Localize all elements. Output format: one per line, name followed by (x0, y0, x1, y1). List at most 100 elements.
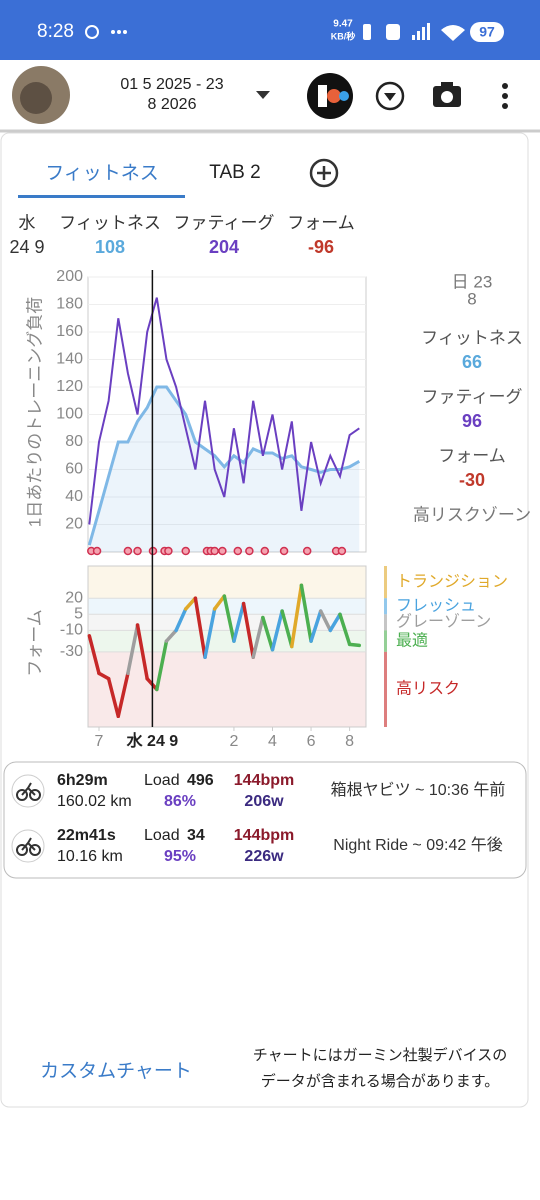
y-axis-title: フォーム (25, 609, 44, 677)
activity-title[interactable]: Night Ride ~ 09:42 午後 (333, 836, 502, 854)
form-line (261, 615, 275, 652)
y-tick-label: 80 (65, 433, 83, 450)
net-speed: 9.47 (333, 19, 353, 30)
form-line (212, 594, 227, 611)
activity-percent: 86% (164, 793, 196, 810)
y-axis-title: 1日あたりのトレーニング負荷 (25, 297, 44, 527)
summary-date: 24 9 (9, 237, 44, 257)
date-range[interactable]: 8 2026 (148, 96, 197, 113)
activity-title[interactable]: 箱根ヤビツ ~ 10:36 午前 (331, 781, 506, 799)
side-panel: 日 23 8 フィットネス 66 ファティーグ 96 フォーム -30 高リスク… (413, 272, 531, 524)
side-form: -30 (459, 470, 485, 490)
form-line (97, 671, 111, 681)
y-tick-label: 20 (65, 589, 83, 606)
side-label: フォーム (438, 446, 506, 465)
add-tab[interactable] (309, 158, 339, 188)
activity-load-label: Load (144, 827, 180, 844)
activity-load-label: Load (144, 772, 180, 789)
bike-frame (21, 782, 36, 796)
form-line (222, 594, 236, 643)
bike-wheel (16, 844, 28, 856)
summary-label: フィットネス (59, 213, 161, 232)
side-label: フィットネス (421, 328, 523, 347)
zone-legend-label: フレッシュ (396, 597, 476, 614)
y-tick-label: 120 (56, 378, 83, 395)
zone-legend-label: 最適 (396, 631, 428, 649)
add-tab-plus (317, 166, 331, 180)
form-line (309, 609, 323, 643)
form-line (328, 612, 342, 633)
y-tick-label: -30 (60, 643, 83, 660)
footer-note: データが含まれる場合があります。 (261, 1072, 500, 1090)
tab-indicator (18, 195, 185, 198)
dropdown-icon[interactable] (256, 91, 270, 99)
side-fitness: 66 (462, 352, 482, 372)
event-dot (302, 546, 312, 556)
summary-fatigue: 204 (209, 237, 239, 257)
form-line (318, 609, 333, 633)
zone-legend-bar (384, 630, 387, 652)
form-line (280, 609, 294, 649)
bike-wheel (29, 789, 41, 801)
x-tick-label: 8 (345, 733, 354, 750)
date-range[interactable]: 01 5 2025 - 23 (120, 76, 223, 93)
side-date: 8 (467, 289, 476, 308)
logo-part (318, 85, 327, 107)
form-line (338, 612, 352, 647)
filter-icon[interactable] (375, 81, 405, 111)
net-unit: KB/秒 (331, 30, 356, 41)
zone-legend-label: グレーゾーン (396, 613, 491, 631)
event-dot (164, 546, 173, 556)
form-line (251, 615, 265, 659)
form-line (164, 628, 178, 643)
form-line (193, 596, 207, 659)
x-tick-label: 4 (268, 733, 277, 750)
form-line (183, 596, 198, 611)
bike-wheel (29, 844, 41, 856)
y-tick-label: 5 (74, 606, 83, 623)
activity-load: 496 (187, 772, 214, 789)
zone-legend-bar (384, 614, 387, 631)
camera-top (441, 82, 453, 88)
activity-duration: 6h29m (57, 772, 108, 789)
y-tick-label: 160 (56, 323, 83, 340)
form-line (232, 601, 246, 643)
activity-distance: 10.16 km (57, 848, 123, 865)
status-icons (363, 23, 465, 41)
event-dot (181, 546, 190, 556)
fitness-area (89, 387, 360, 552)
y-tick-label: 60 (65, 461, 83, 478)
y-tick-label: 20 (65, 516, 83, 533)
form-line (155, 639, 169, 692)
battery-level: 97 (479, 24, 495, 40)
side-date: 日 23 (452, 272, 493, 291)
activity-list (3, 761, 527, 879)
event-dot (92, 546, 102, 556)
side-label: ファティーグ (422, 387, 523, 406)
logo-part (339, 91, 349, 101)
menu-icon[interactable] (502, 83, 508, 109)
y-tick-label: 200 (56, 268, 83, 285)
y-tick-label: 100 (56, 406, 83, 423)
side-zone: 高リスクゾーン (413, 505, 531, 524)
form-line (87, 634, 101, 676)
cursor-label: 水 24 9 (126, 731, 179, 750)
tab-active[interactable]: フィットネス (45, 163, 159, 184)
form-line (116, 671, 130, 719)
zone-legend-label: 高リスク (396, 680, 460, 698)
form-line (299, 583, 313, 643)
zone-legend-bar (384, 598, 387, 615)
custom-chart-button[interactable]: カスタムチャート (40, 1060, 192, 1082)
clock: 8:28 (37, 21, 74, 42)
form-line (290, 583, 304, 649)
tab[interactable]: TAB 2 (209, 162, 260, 183)
event-dot (337, 546, 347, 556)
bike-wheel (16, 789, 28, 801)
logo-part (327, 89, 341, 103)
event-dot (123, 546, 133, 556)
form-line (106, 676, 121, 719)
x-tick-label: 6 (307, 733, 316, 750)
event-dot (260, 546, 270, 556)
bike-frame (21, 837, 36, 851)
